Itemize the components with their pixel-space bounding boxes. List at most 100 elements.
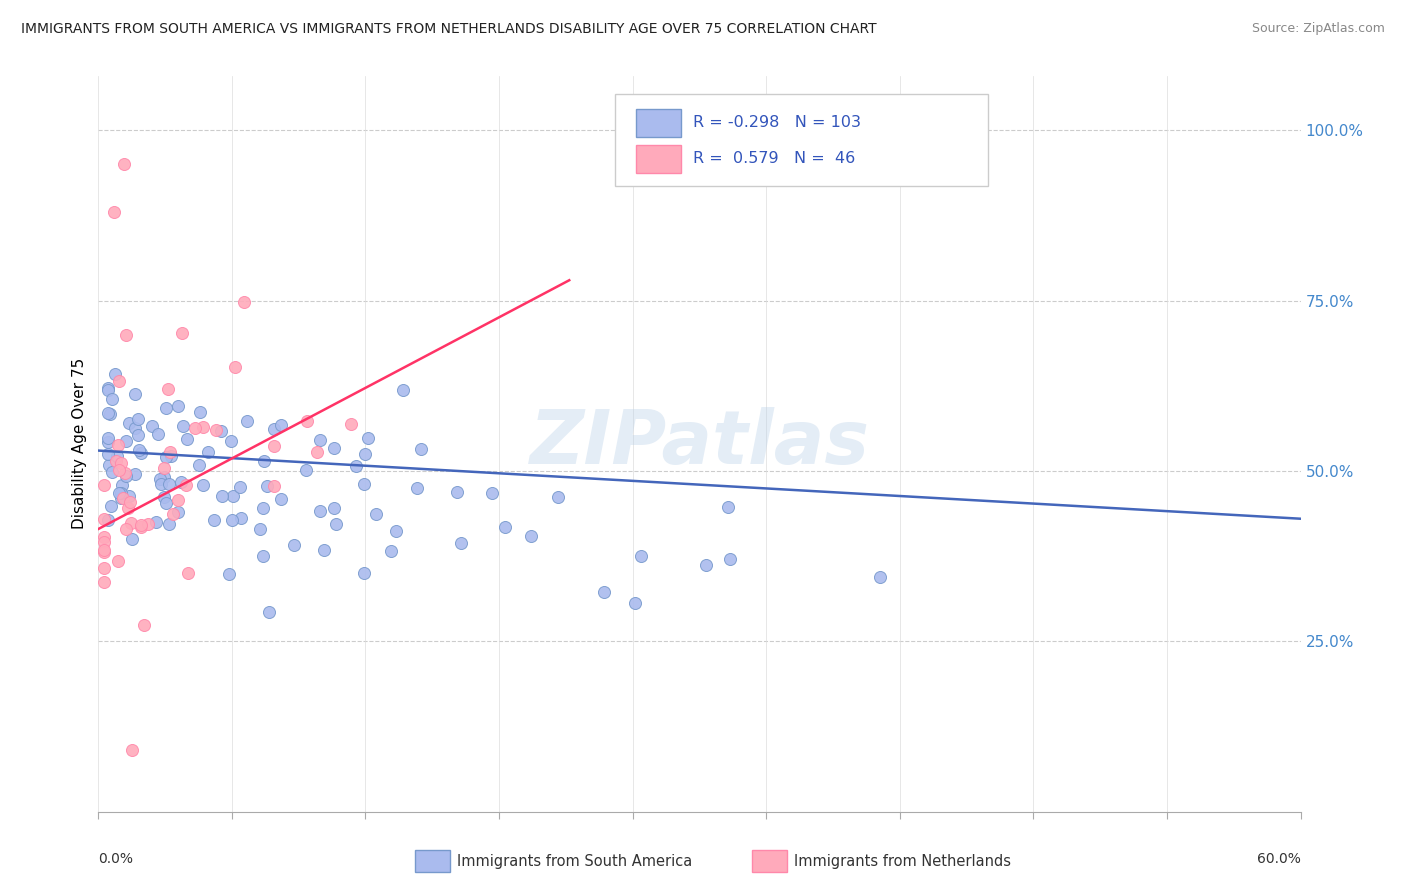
Point (145, 515, 167, 529)
FancyBboxPatch shape (636, 145, 682, 173)
Point (177, 566, 200, 580)
Point (127, 428, 149, 442)
Text: R =  0.579   N =  46: R = 0.579 N = 46 (693, 152, 856, 167)
Point (312, 543, 335, 558)
Point (356, 431, 378, 445)
Point (93, 534, 115, 549)
Point (339, 417, 361, 431)
Text: ZIPatlas: ZIPatlas (530, 408, 869, 480)
Point (520, 529, 543, 543)
Point (270, 492, 292, 507)
Point (115, 522, 138, 536)
Point (263, 479, 285, 493)
Point (120, 516, 142, 530)
Point (353, 476, 375, 491)
Point (228, 481, 250, 495)
Point (297, 414, 319, 428)
Point (97, 381, 120, 395)
Point (118, 416, 141, 430)
Text: R = -0.298   N = 103: R = -0.298 N = 103 (693, 115, 862, 130)
Point (93, 543, 115, 558)
Point (170, 326, 193, 341)
Point (110, 491, 132, 506)
Point (97, 406, 120, 420)
Point (157, 517, 180, 532)
Point (100, 499, 122, 513)
Y-axis label: Disability Age Over 75: Disability Age Over 75 (72, 359, 87, 529)
Point (219, 434, 242, 449)
Point (153, 490, 176, 504)
Point (98, 458, 121, 472)
Point (218, 567, 240, 582)
Point (623, 596, 645, 610)
Point (124, 467, 146, 482)
Point (118, 495, 141, 509)
Point (157, 476, 180, 491)
Point (93, 544, 115, 558)
Point (344, 458, 367, 473)
Point (107, 554, 129, 568)
Point (162, 507, 184, 521)
Point (718, 552, 741, 566)
Point (309, 433, 332, 447)
Point (354, 447, 377, 461)
Point (252, 500, 274, 515)
Point (305, 444, 328, 458)
Point (146, 427, 169, 442)
Point (104, 368, 127, 382)
Point (385, 524, 408, 538)
Text: Immigrants from South America: Immigrants from South America (457, 854, 692, 869)
Point (108, 486, 131, 500)
Point (494, 520, 516, 534)
Point (202, 513, 225, 527)
Point (127, 411, 149, 425)
Point (270, 417, 292, 432)
Point (630, 549, 652, 564)
Point (149, 476, 172, 491)
FancyBboxPatch shape (636, 109, 682, 136)
Point (93, 512, 115, 526)
Point (160, 449, 183, 463)
Point (450, 536, 472, 550)
Point (157, 382, 180, 396)
Point (121, 743, 143, 757)
Point (93, 575, 115, 590)
Point (232, 295, 254, 310)
Point (108, 375, 131, 389)
Point (103, 205, 125, 219)
Point (121, 532, 143, 546)
Point (97, 447, 120, 461)
Point (138, 517, 160, 532)
Point (717, 500, 740, 514)
Point (149, 471, 172, 485)
Point (110, 486, 132, 500)
Point (263, 421, 285, 435)
Point (322, 500, 344, 515)
Point (172, 418, 194, 433)
Point (93, 560, 115, 574)
Point (257, 605, 280, 619)
Point (167, 493, 190, 508)
Point (124, 386, 146, 401)
Point (111, 477, 134, 491)
Point (224, 359, 246, 374)
Point (392, 383, 415, 397)
Point (155, 401, 177, 415)
Point (114, 466, 136, 480)
Point (364, 507, 387, 521)
Point (221, 489, 243, 503)
Point (101, 466, 124, 480)
Point (183, 421, 205, 435)
Point (97, 513, 120, 527)
Point (236, 414, 259, 428)
Point (112, 491, 135, 506)
Point (153, 470, 176, 484)
Point (167, 399, 190, 413)
Text: Source: ZipAtlas.com: Source: ZipAtlas.com (1251, 22, 1385, 36)
Point (115, 327, 138, 342)
Point (593, 585, 616, 599)
Point (124, 420, 146, 434)
Point (107, 438, 129, 452)
Point (134, 618, 156, 632)
Point (190, 404, 212, 418)
